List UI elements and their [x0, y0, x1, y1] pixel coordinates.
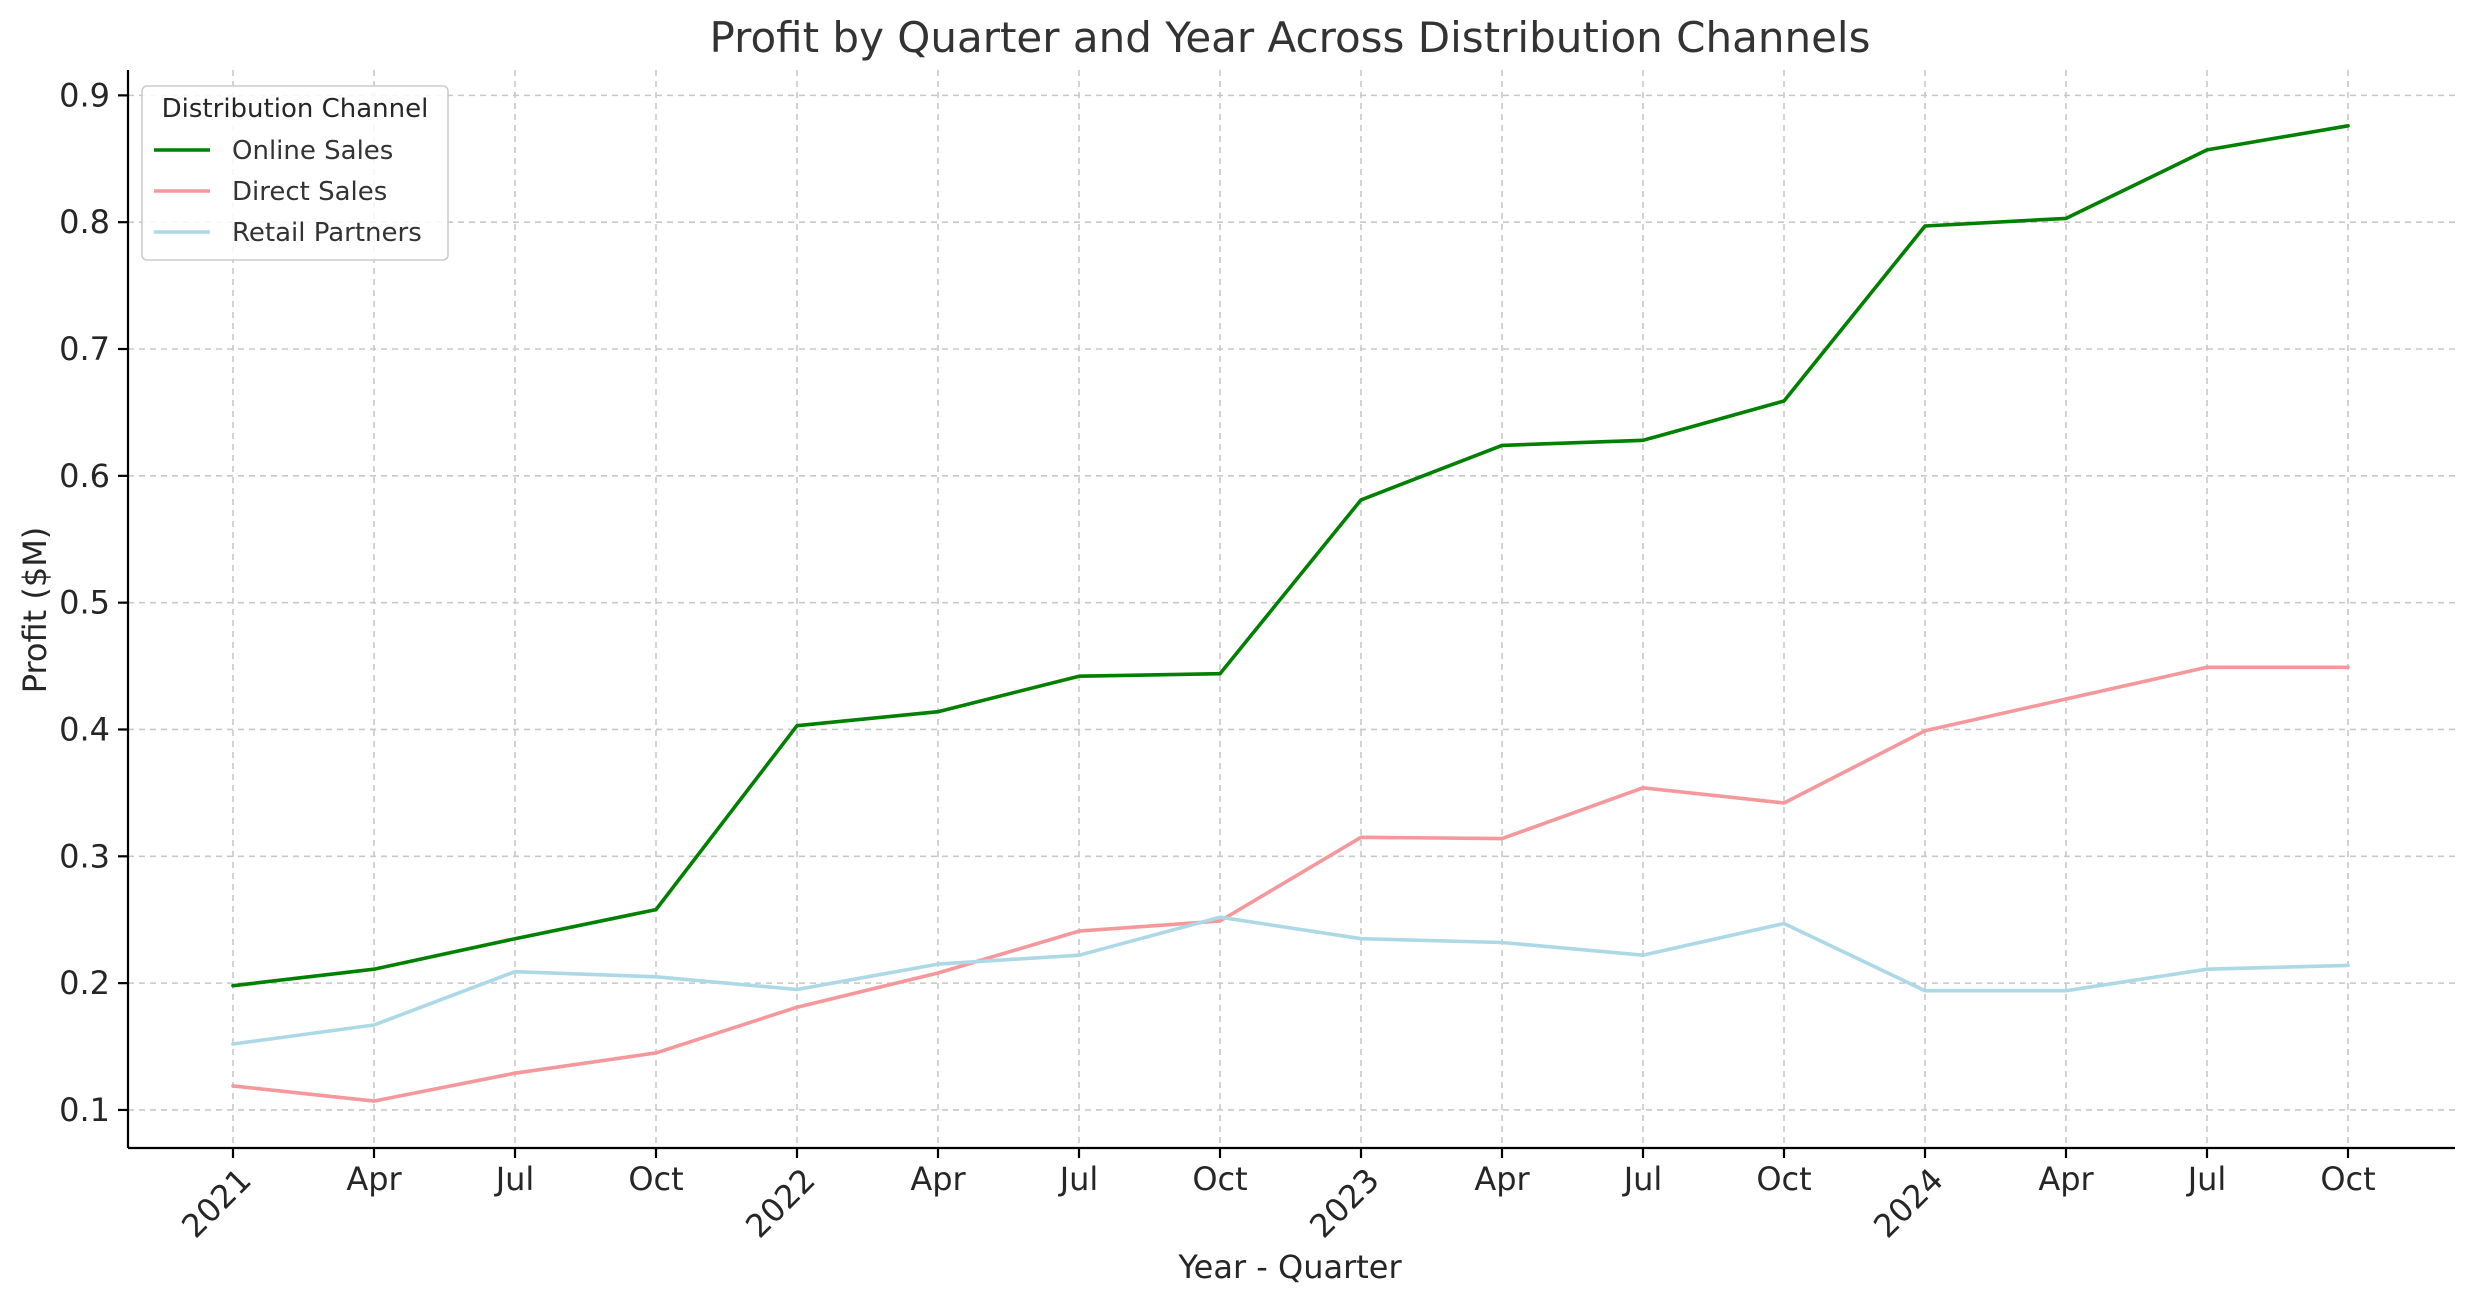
legend-label-direct-sales: Direct Sales: [232, 177, 387, 207]
x-tick-label: Jul: [2186, 1160, 2227, 1198]
x-tick-label: Apr: [2038, 1160, 2094, 1198]
y-tick-label: 0.5: [59, 584, 110, 622]
y-tick-label: 0.1: [59, 1091, 110, 1129]
x-tick-label: 2024: [1866, 1161, 1950, 1245]
y-tick-label: 0.7: [59, 330, 110, 368]
x-axis-label: Year - Quarter: [1177, 1248, 1402, 1286]
y-tick-label: 0.8: [59, 203, 110, 241]
legend-label-online-sales: Online Sales: [232, 136, 393, 166]
y-tick-label: 0.6: [59, 457, 110, 495]
x-tick-label: Jul: [494, 1160, 535, 1198]
grid-lines: [128, 70, 2455, 1148]
y-axis-label: Profit ($M): [16, 527, 54, 694]
x-tick-label: Apr: [346, 1160, 402, 1198]
y-tick-label: 0.2: [59, 964, 110, 1002]
x-tick-label: Oct: [1756, 1160, 1811, 1198]
axes: [118, 70, 2455, 1158]
x-tick-label: Jul: [1058, 1160, 1099, 1198]
y-tick-label: 0.3: [59, 837, 110, 875]
series-line-direct-sales: [231, 665, 2350, 1103]
x-tick-label: Oct: [1192, 1160, 1247, 1198]
y-tick-label: 0.9: [59, 76, 110, 114]
legend-label-retail-partners: Retail Partners: [232, 218, 422, 248]
x-tick-label: Oct: [2320, 1160, 2375, 1198]
x-tick-label: Apr: [910, 1160, 966, 1198]
series-lines: [231, 124, 2350, 1103]
x-tick-label: 2022: [738, 1161, 822, 1245]
x-tick-label: Jul: [1622, 1160, 1663, 1198]
x-tick-label: 2021: [174, 1161, 258, 1245]
legend-box: [141, 85, 449, 261]
x-tick-label: Apr: [1474, 1160, 1530, 1198]
x-tick-label: 2023: [1302, 1161, 1386, 1245]
chart-title: Profit by Quarter and Year Across Distri…: [710, 13, 1871, 62]
legend: Distribution Channel Online Sales Direct S…: [141, 85, 449, 261]
series-line-online-sales: [231, 124, 2350, 988]
x-tick-label: Oct: [628, 1160, 683, 1198]
series-line-retail-partners: [231, 915, 2350, 1046]
y-tick-label: 0.4: [59, 710, 110, 748]
legend-title: Distribution Channel: [162, 94, 429, 124]
